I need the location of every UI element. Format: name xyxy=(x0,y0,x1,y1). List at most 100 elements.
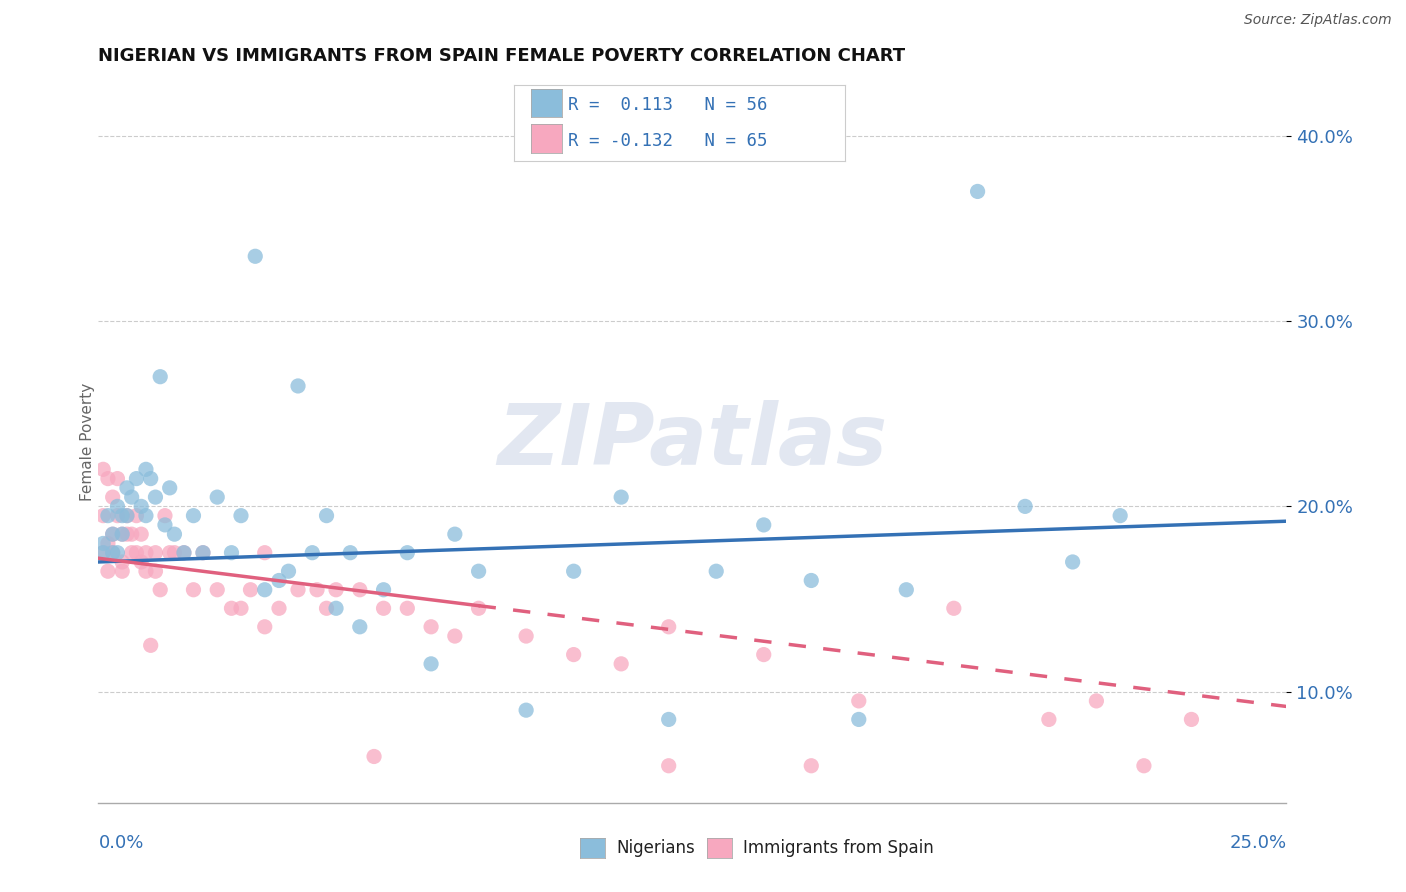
Point xyxy=(159,546,181,560)
Point xyxy=(163,527,186,541)
Point xyxy=(111,555,134,569)
Point xyxy=(229,508,252,523)
Point xyxy=(942,601,965,615)
Point xyxy=(966,185,988,199)
Point xyxy=(752,648,775,662)
Point xyxy=(253,582,276,597)
Point xyxy=(752,517,775,532)
Point xyxy=(111,564,134,578)
Point xyxy=(91,462,114,476)
Point xyxy=(1038,713,1060,727)
Point xyxy=(111,527,134,541)
Point xyxy=(800,758,823,772)
Point xyxy=(444,527,467,541)
Point xyxy=(173,546,195,560)
Point xyxy=(191,546,214,560)
Point xyxy=(121,527,143,541)
Point xyxy=(207,582,229,597)
Point xyxy=(287,582,309,597)
Point xyxy=(610,657,633,671)
Point xyxy=(610,490,633,504)
Text: 0.0%: 0.0% xyxy=(98,834,143,852)
Point xyxy=(325,601,347,615)
Point xyxy=(1014,500,1036,514)
Point xyxy=(153,508,176,523)
Point xyxy=(139,638,162,652)
Point xyxy=(97,472,120,486)
Point xyxy=(97,536,120,550)
Point xyxy=(562,648,585,662)
Text: Immigrants from Spain: Immigrants from Spain xyxy=(744,839,934,857)
Point xyxy=(339,546,361,560)
Point xyxy=(111,527,134,541)
Point xyxy=(658,620,681,634)
Point xyxy=(221,546,243,560)
Point xyxy=(115,508,138,523)
Point xyxy=(191,546,214,560)
Point xyxy=(121,490,143,504)
Point xyxy=(149,582,172,597)
Point xyxy=(145,564,167,578)
Point xyxy=(125,508,148,523)
Point xyxy=(1180,713,1202,727)
Point xyxy=(325,582,347,597)
Point xyxy=(315,601,337,615)
Point xyxy=(444,629,467,643)
Point xyxy=(467,601,489,615)
Point xyxy=(91,546,114,560)
Y-axis label: Female Poverty: Female Poverty xyxy=(80,383,94,500)
Point xyxy=(135,462,157,476)
Point xyxy=(183,582,205,597)
Point xyxy=(101,527,124,541)
Point xyxy=(129,527,152,541)
Point xyxy=(101,546,124,560)
Point xyxy=(1062,555,1084,569)
Point xyxy=(107,472,129,486)
Point xyxy=(1085,694,1108,708)
Point xyxy=(173,546,195,560)
Point xyxy=(125,472,148,486)
Point xyxy=(91,508,114,523)
Point xyxy=(349,620,371,634)
Point xyxy=(97,508,120,523)
Point xyxy=(515,629,537,643)
Point xyxy=(305,582,328,597)
Point xyxy=(125,546,148,560)
Point xyxy=(396,601,419,615)
Point xyxy=(149,369,172,384)
Point xyxy=(277,564,299,578)
Text: R =  0.113   N = 56: R = 0.113 N = 56 xyxy=(568,96,768,114)
Point xyxy=(121,546,143,560)
Point xyxy=(848,694,870,708)
Text: R = -0.132   N = 65: R = -0.132 N = 65 xyxy=(568,132,768,150)
Point xyxy=(129,555,152,569)
Point xyxy=(267,574,290,588)
Point xyxy=(135,546,157,560)
Point xyxy=(159,481,181,495)
Point xyxy=(135,564,157,578)
Point xyxy=(153,517,176,532)
Point xyxy=(467,564,489,578)
Point xyxy=(349,582,371,597)
Point xyxy=(129,500,152,514)
Point xyxy=(115,508,138,523)
Point xyxy=(267,601,290,615)
Point xyxy=(91,546,114,560)
Point xyxy=(139,472,162,486)
Point xyxy=(1133,758,1156,772)
Point xyxy=(115,481,138,495)
Point xyxy=(420,620,443,634)
Point xyxy=(207,490,229,504)
Text: Nigerians: Nigerians xyxy=(617,839,696,857)
Point xyxy=(373,582,395,597)
Point xyxy=(107,500,129,514)
Point xyxy=(253,620,276,634)
Point xyxy=(373,601,395,615)
Point xyxy=(301,546,323,560)
Point xyxy=(800,574,823,588)
Text: Source: ZipAtlas.com: Source: ZipAtlas.com xyxy=(1244,13,1392,28)
Point xyxy=(315,508,337,523)
Point xyxy=(101,546,124,560)
Point xyxy=(221,601,243,615)
Point xyxy=(163,546,186,560)
